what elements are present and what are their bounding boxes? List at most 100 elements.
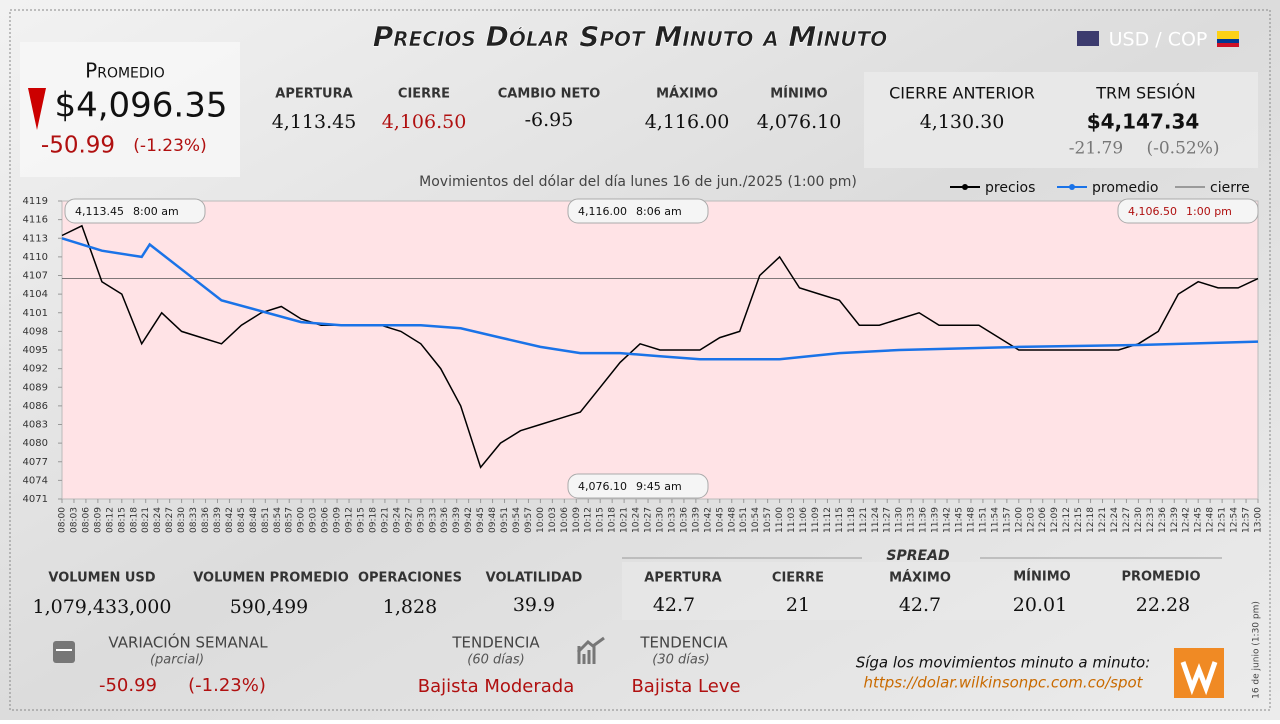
spread-label: APERTURA [644, 571, 721, 586]
spread-label: MÍNIMO [1013, 569, 1070, 585]
x-tick-label: 08:54 [273, 507, 283, 533]
co-flag [1217, 43, 1239, 47]
volume-label: VOLUMEN PROMEDIO [193, 571, 349, 586]
x-tick-label: 11:51 [978, 507, 988, 533]
x-tick-label: 08:45 [237, 507, 247, 533]
x-tick-label: 13:00 [1254, 507, 1264, 533]
spread-label: MÁXIMO [889, 570, 951, 586]
summary-label: Promedio [85, 59, 165, 83]
annotation-value: 4,106.50 [1128, 205, 1177, 218]
x-tick-label: 11:06 [799, 507, 809, 533]
x-tick-label: 12:30 [1134, 507, 1144, 533]
x-tick-label: 10:33 [667, 507, 677, 533]
annotation-time: 8:00 am [133, 205, 179, 218]
x-tick-label: 09:27 [404, 507, 414, 533]
annotation-time: 1:00 pm [1186, 205, 1232, 218]
pair: USD / COP [1109, 29, 1208, 51]
x-tick-label: 11:36 [919, 507, 929, 533]
trm-value: $4,147.34 [1087, 110, 1200, 134]
spread-label: CIERRE [772, 571, 824, 586]
stat-label: CAMBIO NETO [498, 87, 601, 102]
x-tick-label: 12:57 [1242, 507, 1252, 533]
trend-value: Bajista Leve [631, 676, 740, 697]
x-tick-label: 12:39 [1170, 507, 1180, 533]
trend-note: (60 días) [467, 653, 524, 668]
x-tick-label: 12:33 [1146, 507, 1156, 533]
x-tick-label: 10:45 [715, 507, 725, 533]
x-tick-label: 10:48 [727, 507, 737, 533]
stat-value: 4,116.00 [645, 111, 730, 133]
trm-change-pct: (-0.52%) [1146, 139, 1219, 159]
x-tick-label: 12:15 [1074, 507, 1084, 533]
stat-label: MÍNIMO [770, 86, 827, 102]
x-tick-label: 09:30 [416, 507, 426, 533]
spread-value: 22.28 [1136, 594, 1190, 616]
x-tick-label: 09:15 [357, 507, 367, 533]
annotation-box [567, 198, 709, 224]
y-tick-label: 4095 [23, 345, 48, 356]
legend-label: cierre [1210, 180, 1250, 196]
trm-change: -21.79 [1069, 139, 1123, 159]
chart-title: Movimientos del dólar del día lunes 16 d… [419, 174, 857, 190]
spread-value: 20.01 [1013, 594, 1067, 616]
x-tick-label: 12:36 [1158, 507, 1168, 533]
x-tick-label: 09:09 [333, 507, 343, 533]
x-tick-label: 11:54 [990, 507, 1000, 533]
footer-url[interactable]: https://dolar.wilkinsonpc.com.co/spot [863, 674, 1143, 692]
x-tick-label: 08:42 [225, 507, 235, 533]
x-tick-label: 08:48 [249, 507, 259, 533]
x-tick-label: 08:00 [58, 507, 68, 533]
x-tick-label: 08:24 [153, 507, 163, 533]
y-tick-label: 4092 [23, 364, 48, 375]
y-tick-label: 4110 [23, 252, 48, 263]
x-tick-label: 12:42 [1182, 507, 1192, 533]
x-tick-label: 10:51 [739, 507, 749, 533]
x-tick-label: 12:18 [1086, 507, 1096, 533]
summary-panel [20, 42, 240, 177]
trend-icon [576, 636, 605, 664]
x-tick-label: 11:00 [775, 507, 785, 533]
title: Precios Dólar Spot Minuto a Minuto [373, 20, 888, 53]
x-tick-label: 11:39 [931, 507, 941, 533]
volume-value: 590,499 [230, 596, 309, 618]
annotation-value: 4,116.00 [578, 205, 627, 218]
legend-label: precios [985, 180, 1035, 196]
annotation-box [1117, 198, 1259, 224]
x-tick-label: 10:42 [703, 507, 713, 533]
co-flag [1217, 31, 1239, 39]
volume-label: VOLATILIDAD [486, 571, 583, 586]
x-tick-label: 11:57 [1002, 507, 1012, 533]
x-tick-label: 09:36 [440, 507, 450, 533]
down-arrow [28, 88, 46, 130]
x-tick-label: 11:21 [859, 507, 869, 533]
series-line [61, 224, 1259, 469]
x-tick-label: 09:24 [392, 507, 402, 533]
y-tick-label: 4116 [23, 215, 48, 226]
y-tick-label: 4086 [23, 401, 48, 412]
logo [1180, 661, 1218, 696]
x-tick-label: 12:12 [1062, 507, 1072, 533]
annotation-box [64, 198, 206, 224]
y-tick-label: 4104 [23, 289, 48, 300]
x-tick-label: 11:18 [847, 507, 857, 533]
x-tick-label: 09:06 [321, 507, 331, 533]
x-tick-label: 09:18 [368, 507, 378, 533]
frame [9, 9, 1271, 711]
x-tick-label: 08:30 [177, 507, 187, 533]
x-tick-label: 12:09 [1050, 507, 1060, 533]
volume-label: VOLUMEN USD [48, 571, 155, 586]
summary-value: $4,096.35 [54, 86, 227, 126]
volume-value: 1,079,433,000 [32, 596, 171, 618]
x-tick-label: 10:12 [584, 507, 594, 533]
x-tick-label: 10:57 [763, 507, 773, 533]
x-tick-label: 12:00 [1014, 507, 1024, 533]
trend-label: TENDENCIA [451, 634, 540, 652]
x-tick-label: 12:51 [1218, 507, 1228, 533]
x-tick-label: 10:30 [656, 507, 666, 533]
x-tick-label: 08:09 [93, 507, 103, 533]
spread-value: 21 [786, 594, 810, 616]
x-tick-label: 08:51 [261, 507, 271, 533]
x-tick-label: 10:27 [644, 507, 654, 533]
prev-label: TRM SESIÓN [1095, 84, 1195, 103]
x-tick-label: 10:15 [596, 507, 606, 533]
